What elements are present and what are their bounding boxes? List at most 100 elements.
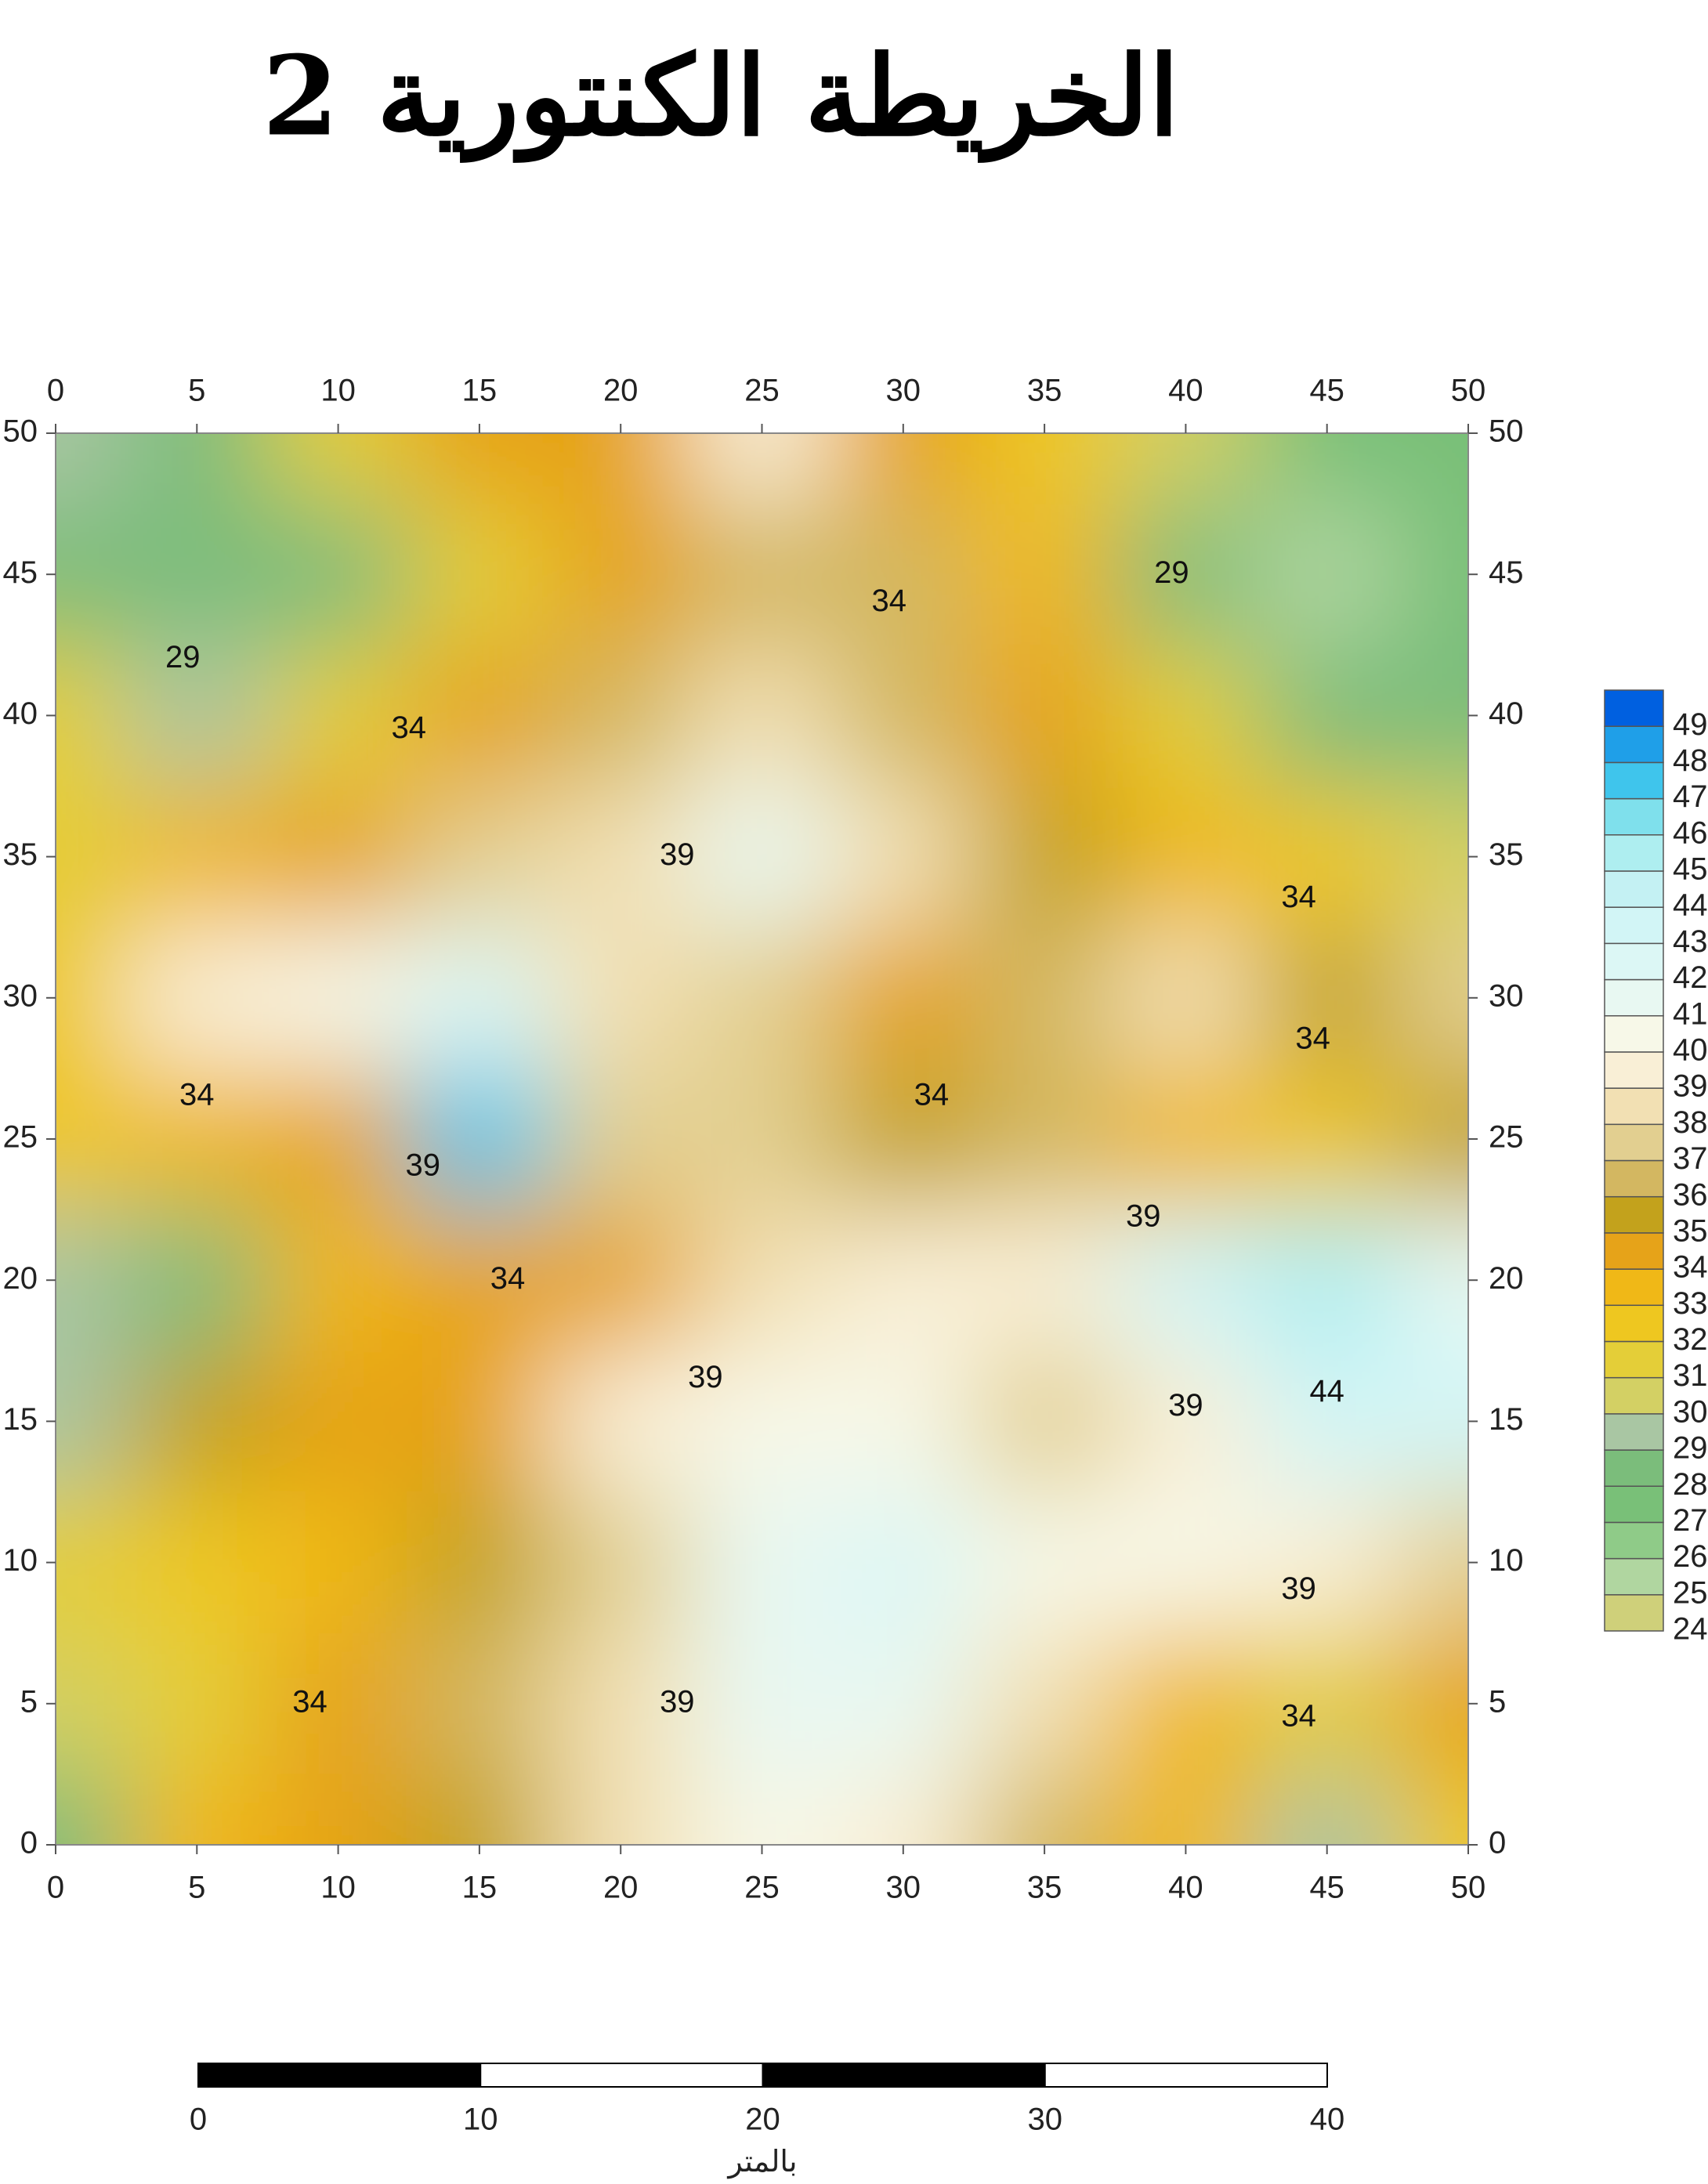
x-tick-label-top: 15 bbox=[462, 374, 498, 408]
field-cell bbox=[1397, 1633, 1468, 1774]
field-cell bbox=[1397, 504, 1468, 645]
y-tick-label-right: 50 bbox=[1489, 414, 1524, 449]
field-cell bbox=[267, 645, 409, 786]
field-cell bbox=[126, 645, 268, 786]
field-cell bbox=[691, 1351, 833, 1492]
x-tick-label-top: 40 bbox=[1168, 374, 1203, 408]
colorbar-label: 45 bbox=[1673, 852, 1708, 887]
x-tick-label-top: 5 bbox=[188, 374, 205, 408]
colorbar-box bbox=[1604, 942, 1664, 981]
colorbar-box bbox=[1604, 1594, 1664, 1632]
field-cell bbox=[550, 433, 692, 504]
colorbar-box bbox=[1604, 1413, 1664, 1451]
contour-label: 39 bbox=[688, 1360, 723, 1394]
field-cell bbox=[126, 786, 268, 927]
field-cell bbox=[56, 1210, 127, 1351]
colorbar-label: 35 bbox=[1673, 1213, 1708, 1248]
field-cell bbox=[1397, 433, 1468, 504]
contour-label: 34 bbox=[1281, 880, 1316, 914]
field-cell bbox=[56, 927, 127, 1068]
field-cell bbox=[691, 1633, 833, 1774]
field-cell bbox=[1397, 1774, 1468, 1845]
field-cell bbox=[126, 504, 268, 645]
field-cell bbox=[267, 927, 409, 1068]
colorbar-label: 38 bbox=[1673, 1105, 1708, 1140]
field-cell bbox=[550, 504, 692, 645]
contour-label: 34 bbox=[179, 1078, 215, 1112]
contour-label: 34 bbox=[392, 711, 427, 745]
colorbar-box bbox=[1604, 1449, 1664, 1487]
x-tick-label-top: 50 bbox=[1451, 374, 1486, 408]
contour-label: 39 bbox=[1168, 1388, 1203, 1423]
x-tick-label: 35 bbox=[1027, 1871, 1062, 1905]
x-tick-label-top: 45 bbox=[1309, 374, 1344, 408]
field-cell bbox=[126, 1492, 268, 1633]
y-tick-label-right: 25 bbox=[1489, 1120, 1524, 1155]
field-cell bbox=[1115, 927, 1257, 1068]
x-tick-label: 25 bbox=[744, 1871, 780, 1905]
field-cell bbox=[408, 927, 551, 1068]
y-tick-label: 10 bbox=[3, 1543, 38, 1578]
field-cell bbox=[1115, 1068, 1257, 1210]
scale-segment bbox=[479, 2063, 764, 2088]
y-tick-label: 0 bbox=[20, 1826, 38, 1860]
field-cell bbox=[832, 786, 974, 927]
field-cell bbox=[267, 786, 409, 927]
field-cell bbox=[550, 1774, 692, 1845]
colorbar-label: 24 bbox=[1673, 1612, 1708, 1647]
colorbar-box bbox=[1604, 906, 1664, 945]
colorbar-label: 28 bbox=[1673, 1467, 1708, 1502]
y-tick-label-right: 5 bbox=[1489, 1684, 1506, 1719]
colorbar-label: 37 bbox=[1673, 1141, 1708, 1176]
colorbar-label: 32 bbox=[1673, 1322, 1708, 1357]
field-cell bbox=[267, 1351, 409, 1492]
colorbar-box bbox=[1604, 1159, 1664, 1198]
contour-label: 34 bbox=[490, 1261, 526, 1296]
contour-label: 39 bbox=[406, 1148, 441, 1183]
field-cell bbox=[832, 1210, 974, 1351]
colorbar-box bbox=[1604, 1485, 1664, 1524]
scale-label: 30 bbox=[1028, 2103, 1063, 2137]
field-cell bbox=[1256, 433, 1398, 504]
colorbar-box bbox=[1604, 1376, 1664, 1415]
y-tick-label: 50 bbox=[3, 414, 38, 449]
x-tick-label-top: 35 bbox=[1027, 374, 1062, 408]
y-tick-label-right: 10 bbox=[1489, 1543, 1524, 1578]
field-cell bbox=[691, 504, 833, 645]
colorbar-box bbox=[1604, 1195, 1664, 1234]
field-cell bbox=[56, 1068, 127, 1210]
field-cell bbox=[1256, 1774, 1398, 1845]
field-cell bbox=[1397, 1492, 1468, 1633]
field-cell bbox=[1115, 786, 1257, 927]
field-cell bbox=[126, 1774, 268, 1845]
contour-label: 39 bbox=[660, 1684, 695, 1719]
x-tick-label: 20 bbox=[603, 1871, 639, 1905]
colorbar-box bbox=[1604, 870, 1664, 908]
field-cell bbox=[973, 433, 1116, 504]
field-cell bbox=[832, 1633, 974, 1774]
colorbar-label: 48 bbox=[1673, 743, 1708, 778]
y-tick-label-right: 45 bbox=[1489, 555, 1524, 590]
y-tick-label-right: 20 bbox=[1489, 1261, 1524, 1296]
scale-unit: بالمتر bbox=[726, 2146, 797, 2179]
field-cell bbox=[126, 1210, 268, 1351]
field-cell bbox=[56, 1351, 127, 1492]
scale-segment bbox=[197, 2063, 482, 2088]
field-cell bbox=[832, 927, 974, 1068]
colorbar-label: 47 bbox=[1673, 779, 1708, 814]
field-cell bbox=[126, 927, 268, 1068]
colorbar-label: 39 bbox=[1673, 1069, 1708, 1104]
colorbar-label: 44 bbox=[1673, 888, 1708, 923]
contour-label: 39 bbox=[660, 837, 695, 872]
colorbar-label: 30 bbox=[1673, 1394, 1708, 1429]
colorbar-label: 46 bbox=[1673, 815, 1708, 850]
y-tick-label: 20 bbox=[3, 1261, 38, 1296]
field-cell bbox=[1115, 1633, 1257, 1774]
field-cell bbox=[408, 1210, 551, 1351]
field-cell bbox=[973, 1068, 1116, 1210]
field-cell bbox=[56, 1774, 127, 1845]
x-tick-label: 10 bbox=[320, 1871, 356, 1905]
field-cell bbox=[1256, 1210, 1398, 1351]
field-cell bbox=[550, 1633, 692, 1774]
